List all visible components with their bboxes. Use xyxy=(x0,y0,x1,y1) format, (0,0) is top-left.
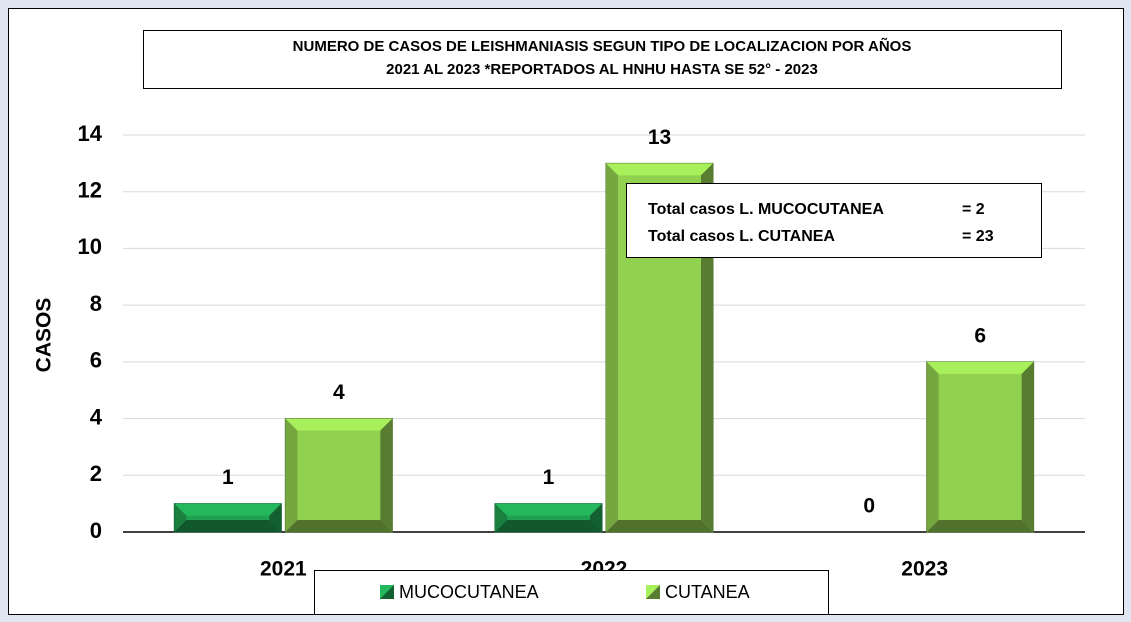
y-tick-label: 0 xyxy=(90,518,102,543)
y-tick-label: 4 xyxy=(90,404,103,429)
x-tick-label: 2021 xyxy=(260,558,307,581)
bar-bevel xyxy=(926,361,939,532)
bar-bevel xyxy=(495,503,602,516)
bar-bevel xyxy=(269,503,282,532)
annotation: = 2 xyxy=(962,201,985,218)
y-axis-label: CASOS xyxy=(33,298,56,373)
chart-title: 2021 AL 2023 *REPORTADOS AL HNHU HASTA S… xyxy=(386,61,818,78)
bar xyxy=(173,503,282,533)
bar xyxy=(494,503,603,533)
bar-bevel xyxy=(174,503,282,516)
data-label: 1 xyxy=(222,466,234,489)
data-label: 6 xyxy=(974,324,986,347)
y-tick-label: 6 xyxy=(90,348,102,373)
data-label: 0 xyxy=(863,495,875,518)
bar-bevel xyxy=(495,520,602,532)
bar-bevel xyxy=(174,503,187,532)
bar-bevel xyxy=(606,163,618,532)
bar-bevel xyxy=(174,520,282,532)
bar-bevel xyxy=(606,520,713,532)
bar-bevel xyxy=(285,520,393,532)
bar xyxy=(284,418,393,533)
legend-label: MUCOCUTANEA xyxy=(399,582,539,602)
y-tick-label: 8 xyxy=(90,291,102,316)
bar-bevel xyxy=(1021,361,1034,532)
legend-label: CUTANEA xyxy=(665,582,750,602)
bar xyxy=(926,361,1035,533)
bar-bevel xyxy=(495,503,507,532)
bar-face xyxy=(926,361,1035,533)
title-box xyxy=(143,30,1062,89)
annotation: Total casos L. CUTANEA xyxy=(648,228,835,245)
x-tick-label: 2023 xyxy=(901,558,948,581)
y-tick-label: 10 xyxy=(78,234,102,259)
bar-bevel xyxy=(926,361,1034,374)
bar-bevel xyxy=(606,163,713,176)
chart-title: NUMERO DE CASOS DE LEISHMANIASIS SEGUN T… xyxy=(293,37,912,55)
bar-bevel xyxy=(285,418,393,431)
legend-marker xyxy=(380,585,394,599)
y-tick-label: 12 xyxy=(78,178,102,203)
bar-bevel xyxy=(926,520,1034,532)
data-label: 4 xyxy=(333,381,345,404)
bar-bevel xyxy=(380,418,393,532)
data-label: 1 xyxy=(543,466,555,489)
bar-bevel xyxy=(285,418,298,532)
data-label: 13 xyxy=(648,126,671,149)
legend-box xyxy=(314,570,829,615)
bar-face xyxy=(284,418,393,533)
annotation: = 23 xyxy=(962,228,994,245)
y-tick-label: 2 xyxy=(90,461,102,486)
legend-marker xyxy=(646,585,660,599)
annotation-box xyxy=(626,183,1042,258)
y-tick-label: 14 xyxy=(78,121,103,146)
bar-bevel xyxy=(590,503,602,532)
annotation: Total casos L. MUCOCUTANEA xyxy=(648,201,884,218)
